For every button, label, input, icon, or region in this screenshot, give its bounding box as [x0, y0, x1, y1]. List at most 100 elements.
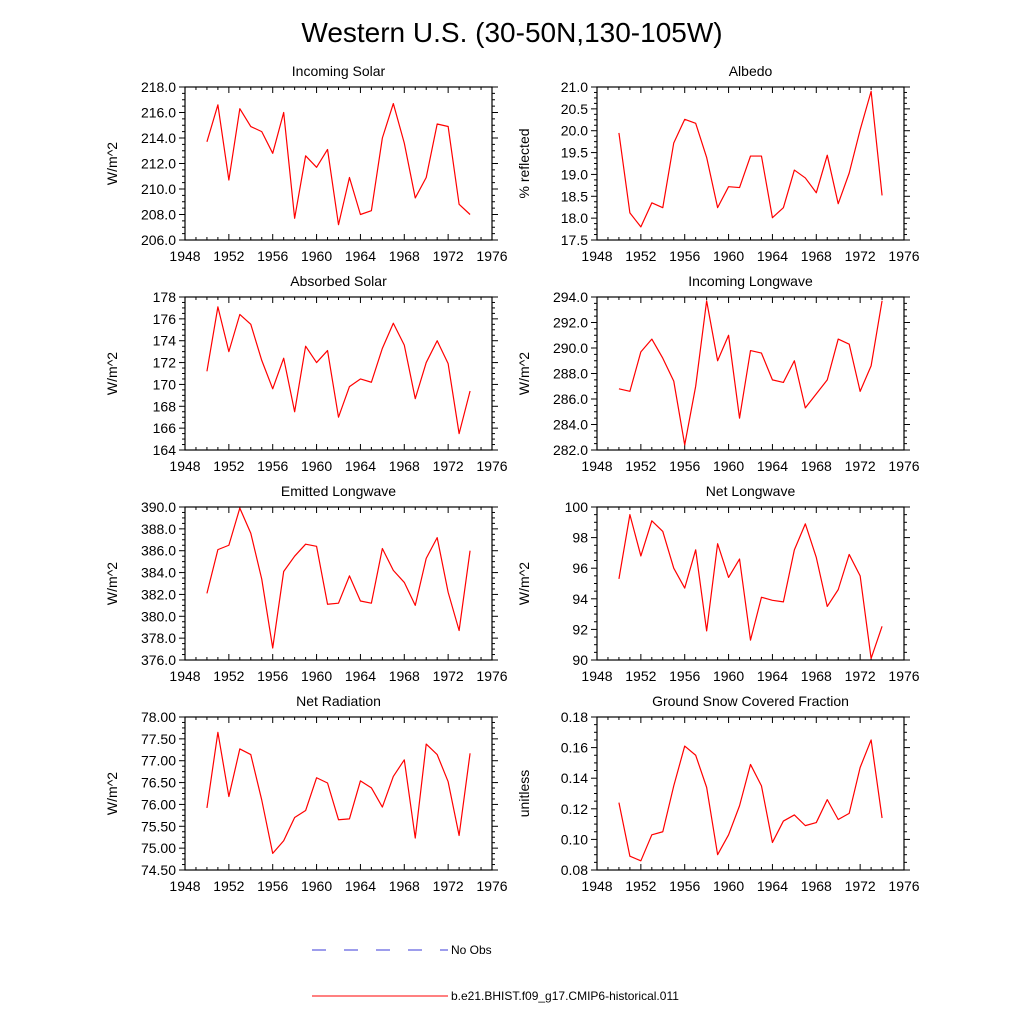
panel-7-xtick-label: 1964 [757, 878, 788, 894]
panel-4-xtick-label: 1948 [169, 668, 200, 684]
panel-1-xtick-label: 1976 [888, 248, 919, 264]
panel-6-xtick-label: 1948 [169, 878, 200, 894]
panel-2-ytick-label: 164 [153, 442, 177, 458]
panel-7-xtick-label: 1972 [845, 878, 876, 894]
panel-7-xtick-label: 1976 [888, 878, 919, 894]
panel-6-ytick-label: 74.50 [141, 862, 176, 878]
panel-7-ylabel: unitless [516, 770, 532, 817]
panel-2-ylabel: W/m^2 [104, 352, 120, 395]
panel-1: Albedo % reflected 1948 1952 1956 1960 1964 196… [516, 63, 920, 264]
panel-3-ytick-label: 292.0 [553, 315, 588, 331]
figure-title: Western U.S. (30-50N,130-105W) [301, 17, 722, 48]
panel-4-ytick-label: 380.0 [141, 608, 176, 624]
panel-3-ytick-label: 290.0 [553, 340, 588, 356]
panel-0-series-line-0 [206, 102, 471, 226]
panel-6-frame [184, 716, 493, 871]
panel-7-series-line-0 [618, 739, 883, 862]
panel-1-ytick-label: 20.5 [561, 101, 588, 117]
legend: No Obs b.e21.BHIST.f09_g17.CMIP6-histori… [312, 943, 679, 1003]
panel-5: Net Longwave W/m^2 1948 1952 1956 1960 1964 196… [516, 483, 920, 684]
panel-5-ytick-label: 92 [572, 621, 588, 637]
panel-0-ytick-label: 218.0 [141, 79, 176, 95]
panel-5-ylabel: W/m^2 [516, 562, 532, 605]
panel-1-ytick-label: 19.0 [561, 166, 588, 182]
panel-2: Absorbed Solar W/m^2 1948 1952 1956 1960 1964 1… [104, 273, 508, 474]
panel-3-ytick-label: 286.0 [553, 391, 588, 407]
panel-2-series-line-0 [206, 306, 471, 435]
panel-7: Ground Snow Covered Fraction unitless 1948… [516, 693, 920, 894]
panel-1-title: Albedo [729, 63, 773, 79]
panel-0-title: Incoming Solar [292, 63, 386, 79]
panel-4-ytick-label: 386.0 [141, 543, 176, 559]
panel-4-xtick-label: 1976 [476, 668, 507, 684]
panel-1-series-line-0 [618, 90, 883, 228]
panel-0-ytick-label: 216.0 [141, 105, 176, 121]
panel-4-ylabel: W/m^2 [104, 562, 120, 605]
panel-3-ylabel: W/m^2 [516, 352, 532, 395]
panel-0-ytick-label: 206.0 [141, 232, 176, 248]
panel-0-ytick-label: 212.0 [141, 156, 176, 172]
panel-6-xtick-label: 1972 [433, 878, 464, 894]
panel-7-frame [596, 716, 905, 871]
panel-4-ytick-label: 378.0 [141, 630, 176, 646]
panel-4-xtick-label: 1964 [345, 668, 376, 684]
panel-1-ytick-label: 20.0 [561, 123, 588, 139]
legend-model-label: b.e21.BHIST.f09_g17.CMIP6-historical.011 [451, 989, 679, 1003]
panel-1-xtick-label: 1968 [801, 248, 832, 264]
panel-2-ytick-label: 170 [153, 376, 177, 392]
panel-5-xtick-label: 1948 [581, 668, 612, 684]
panel-4-series-line-0 [206, 507, 471, 649]
panel-5-ytick-label: 96 [572, 560, 588, 576]
panel-4-ytick-label: 390.0 [141, 499, 176, 515]
panel-7-xtick-label: 1952 [625, 878, 656, 894]
panel-6-ylabel: W/m^2 [104, 772, 120, 815]
panel-2-xtick-label: 1952 [213, 458, 244, 474]
panel-1-ytick-label: 18.0 [561, 210, 588, 226]
panel-2-xtick-label: 1948 [169, 458, 200, 474]
panel-5-ytick-label: 94 [572, 591, 588, 607]
panel-4-xtick-label: 1960 [301, 668, 332, 684]
panel-1-xtick-label: 1948 [581, 248, 612, 264]
panel-3-xtick-label: 1952 [625, 458, 656, 474]
panel-3: Incoming Longwave W/m^2 1948 1952 1956 1960 19… [516, 273, 920, 474]
panel-6: Net Radiation W/m^2 1948 1952 1956 1960 1964 19… [104, 693, 508, 894]
panel-0-xtick-label: 1968 [389, 248, 420, 264]
panel-7-ytick-label: 0.16 [561, 740, 588, 756]
panel-2-xtick-label: 1972 [433, 458, 464, 474]
panel-6-ytick-label: 77.50 [141, 731, 176, 747]
panel-5-xtick-label: 1968 [801, 668, 832, 684]
panel-7-title: Ground Snow Covered Fraction [652, 693, 849, 709]
panel-2-xtick-label: 1964 [345, 458, 376, 474]
panels: Incoming Solar W/m^2 1948 1952 1956 1960 1964 1… [104, 63, 920, 894]
panel-3-frame [596, 296, 905, 451]
panel-7-ytick-label: 0.12 [561, 801, 588, 817]
panel-0: Incoming Solar W/m^2 1948 1952 1956 1960 1964 1… [104, 63, 508, 264]
panel-6-xtick-label: 1976 [476, 878, 507, 894]
panel-3-ytick-label: 288.0 [553, 366, 588, 382]
panel-6-title: Net Radiation [296, 693, 381, 709]
panel-2-ytick-label: 168 [153, 398, 177, 414]
panel-2-xtick-label: 1960 [301, 458, 332, 474]
panel-4-xtick-label: 1968 [389, 668, 420, 684]
panel-3-ytick-label: 284.0 [553, 417, 588, 433]
panel-6-ytick-label: 77.00 [141, 753, 176, 769]
panel-0-ytick-label: 214.0 [141, 130, 176, 146]
panel-0-ytick-label: 208.0 [141, 207, 176, 223]
panel-6-ytick-label: 78.00 [141, 709, 176, 725]
panel-2-ytick-label: 178 [153, 289, 177, 305]
panel-3-xtick-label: 1968 [801, 458, 832, 474]
panel-2-title: Absorbed Solar [290, 273, 387, 289]
panel-4-xtick-label: 1956 [257, 668, 288, 684]
panel-0-xtick-label: 1960 [301, 248, 332, 264]
panel-3-ytick-label: 282.0 [553, 442, 588, 458]
panel-3-xtick-label: 1960 [713, 458, 744, 474]
panel-5-xtick-label: 1960 [713, 668, 744, 684]
panel-0-xtick-label: 1956 [257, 248, 288, 264]
panel-2-ytick-label: 174 [153, 333, 177, 349]
panel-4: Emitted Longwave W/m^2 1948 1952 1956 1960 196… [104, 483, 508, 684]
panel-3-ytick-label: 294.0 [553, 289, 588, 305]
panel-6-ytick-label: 76.00 [141, 796, 176, 812]
panel-1-xtick-label: 1956 [669, 248, 700, 264]
panel-3-xtick-label: 1976 [888, 458, 919, 474]
